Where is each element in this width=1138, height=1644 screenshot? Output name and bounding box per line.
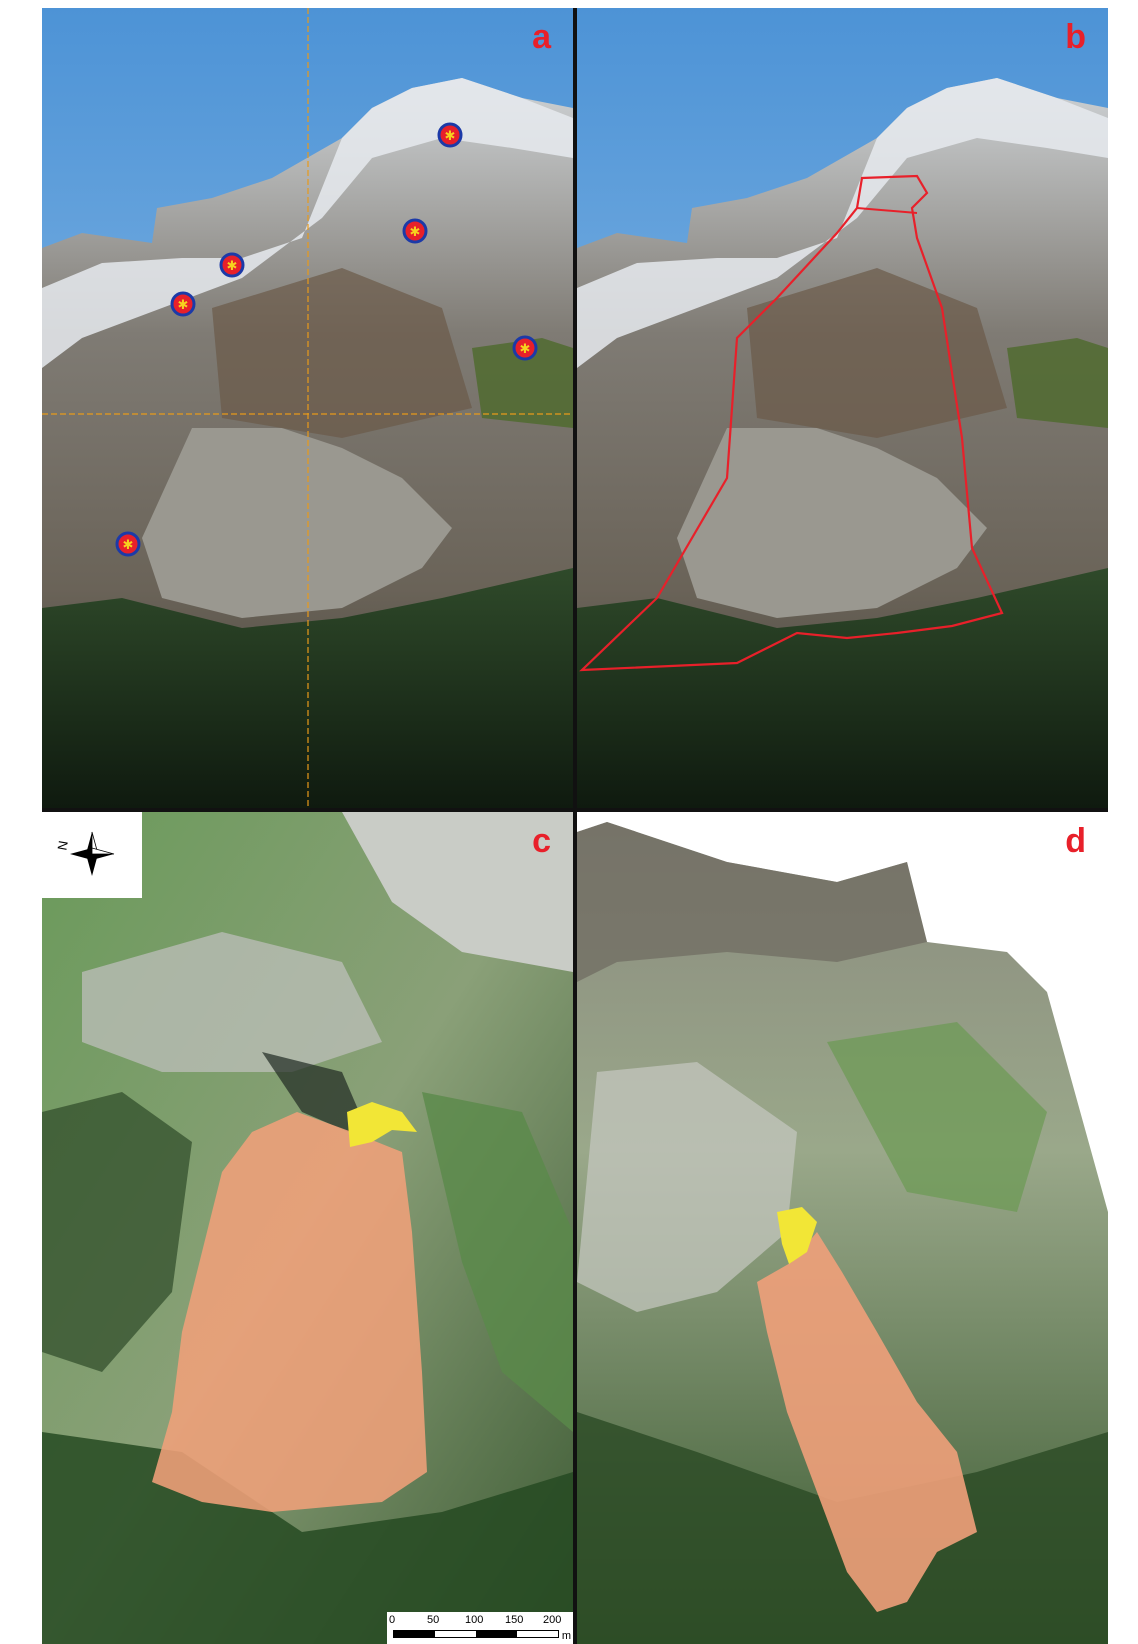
- panel-b-photo-image: [577, 8, 1108, 808]
- scar-area: [347, 1102, 417, 1147]
- svg-text:✱: ✱: [178, 298, 189, 313]
- scale-tick-label: 50: [427, 1614, 440, 1626]
- svg-text:✱: ✱: [520, 342, 531, 357]
- marker-icon: ✱: [437, 122, 463, 148]
- deposit-area: [152, 1112, 427, 1512]
- marker-icon: ✱: [402, 218, 428, 244]
- scale-bar-segments: [393, 1630, 559, 1638]
- compass: N: [42, 812, 142, 898]
- scale-segment: [517, 1631, 558, 1637]
- panel-label-d: d: [1065, 822, 1086, 860]
- panel-b-photo: b: [577, 8, 1108, 808]
- svg-text:✱: ✱: [123, 538, 134, 553]
- marker-icon: ✱: [170, 291, 196, 317]
- deposit-area: [757, 1232, 977, 1612]
- scale-segment: [394, 1631, 435, 1637]
- scale-unit-label: m: [561, 1630, 571, 1642]
- scale-tick-label: 100: [465, 1614, 484, 1626]
- svg-text:✱: ✱: [227, 259, 238, 274]
- marker-icon: ✱: [219, 252, 245, 278]
- panel-label-c: c: [532, 822, 551, 860]
- panel-label-a: a: [532, 18, 551, 56]
- landslide-outline: [579, 174, 1004, 672]
- marker-icon: ✱: [115, 531, 141, 557]
- scale-bar: 0 50 100 150 200 m: [387, 1612, 573, 1644]
- svg-text:✱: ✱: [410, 225, 421, 240]
- scale-tick-label: 200: [543, 1614, 562, 1626]
- panel-c-orthophoto: N 0 50 100 150 200 m c: [42, 812, 573, 1644]
- panel-label-b: b: [1065, 18, 1086, 56]
- svg-text:✱: ✱: [445, 129, 456, 144]
- scale-segment: [435, 1631, 476, 1637]
- compass-rose-icon: [70, 831, 115, 876]
- marker-icon: ✱: [512, 335, 538, 361]
- panel-d-3d-view-image: [577, 812, 1108, 1644]
- panel-d-3d-view: d: [577, 812, 1108, 1644]
- panel-c-orthophoto-image: [42, 812, 573, 1644]
- scar-area: [777, 1207, 817, 1264]
- scale-tick-label: 0: [389, 1614, 396, 1626]
- panel-a-photo-image: ✱ ✱ ✱ ✱ ✱ ✱: [42, 8, 573, 808]
- scale-tick-label: 150: [505, 1614, 524, 1626]
- figure: ✱ ✱ ✱ ✱ ✱ ✱ a: [42, 8, 1108, 1644]
- panel-a-photo: ✱ ✱ ✱ ✱ ✱ ✱ a: [42, 8, 573, 808]
- scale-segment: [476, 1631, 517, 1637]
